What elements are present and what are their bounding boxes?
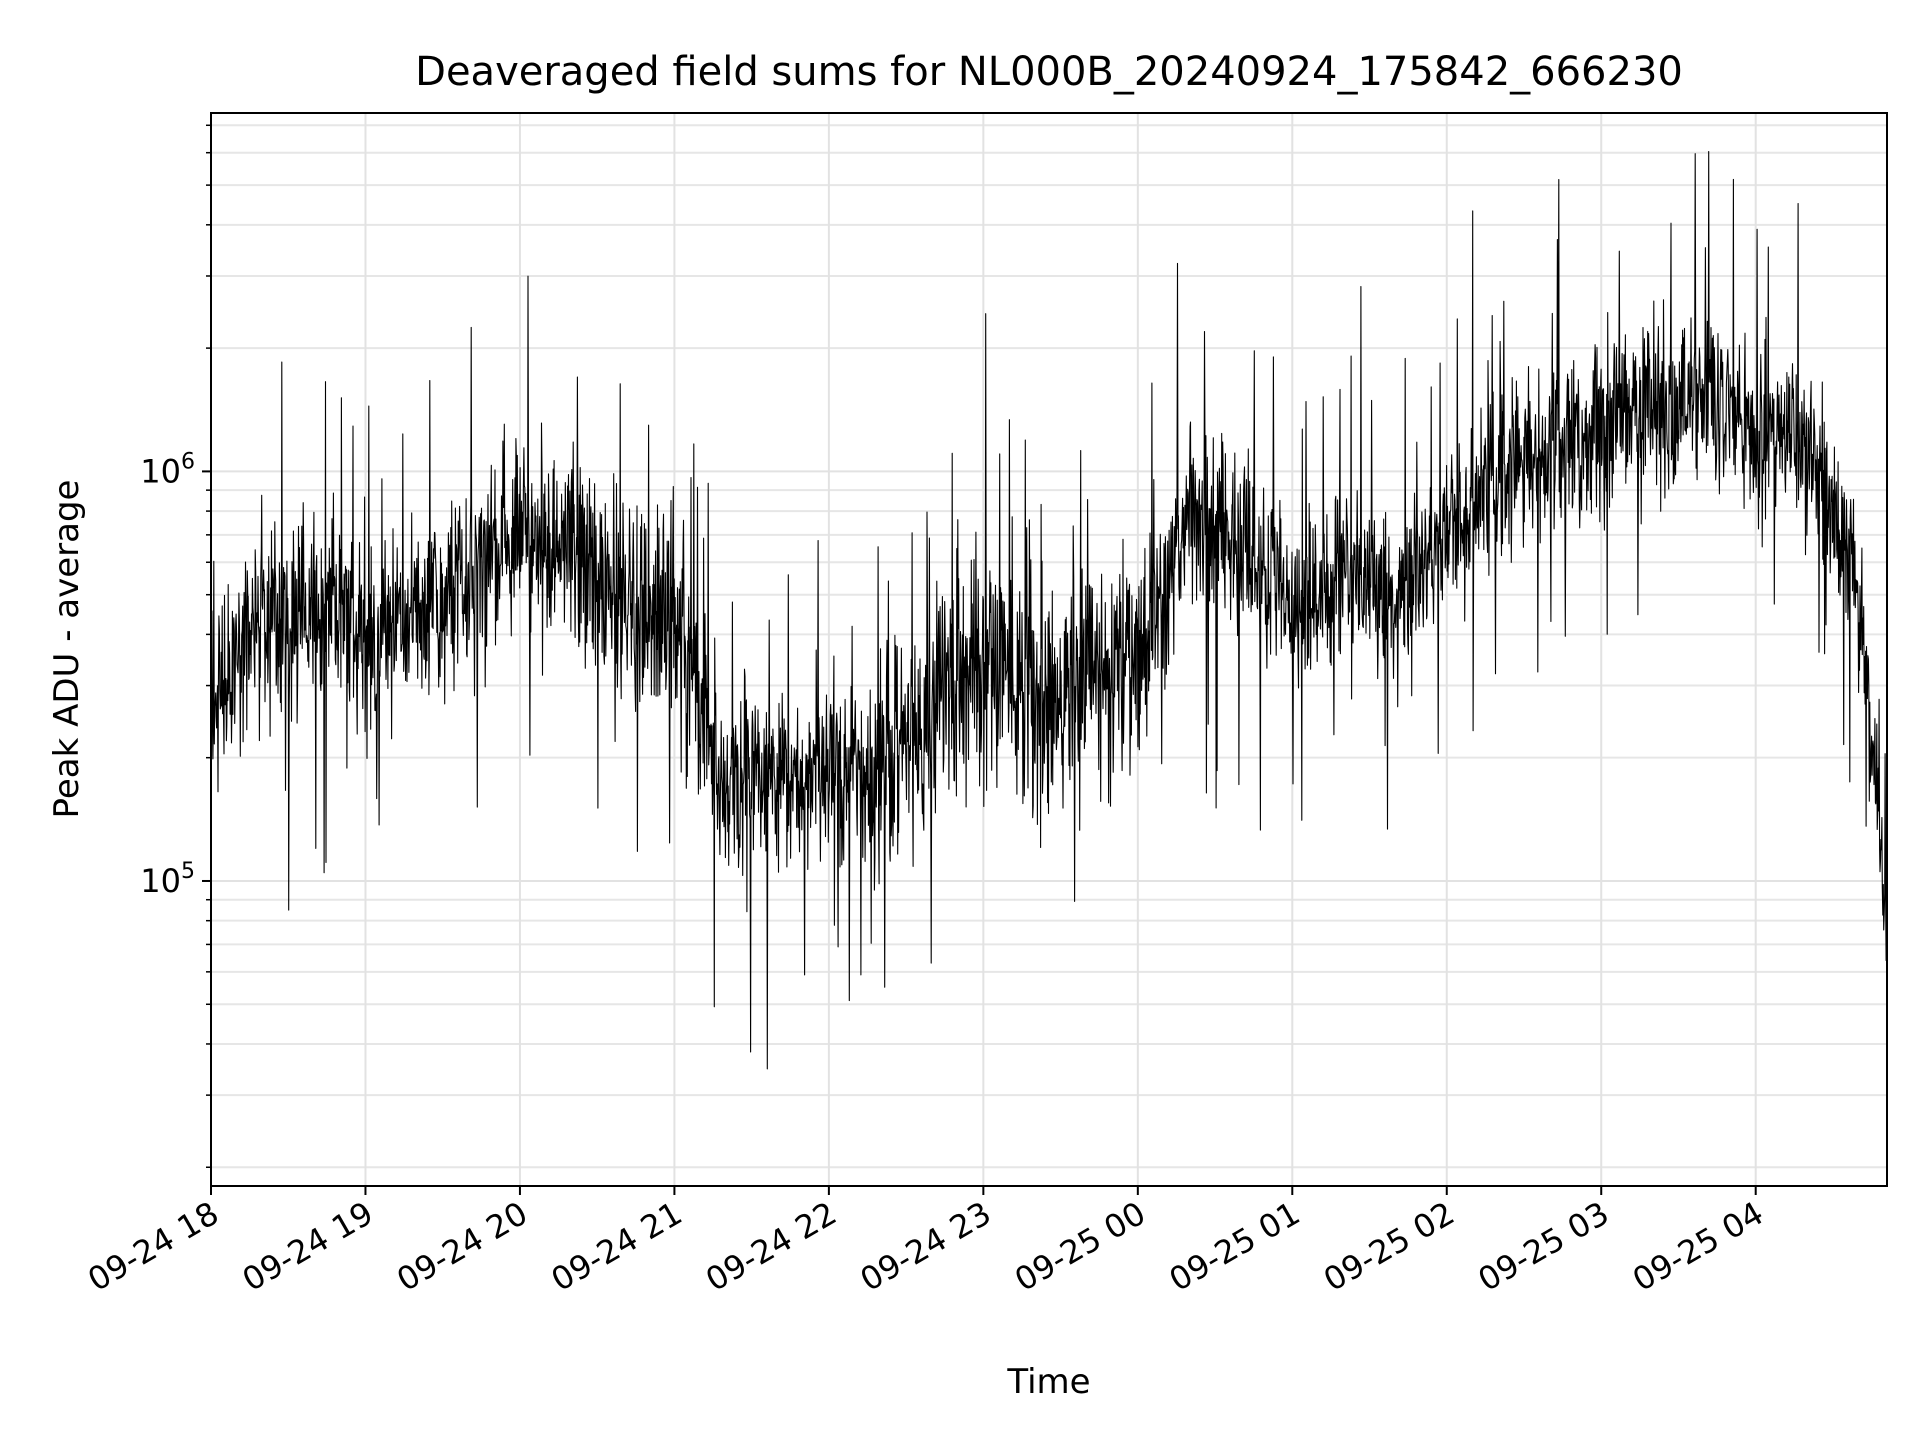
chart-title: Deaveraged field sums for NL000B_2024092… [415,49,1683,95]
y-axis-label: Peak ADU - average [47,480,87,819]
data-area [210,150,1888,1070]
plot-frame [210,112,1888,1187]
y-tick-label: 105 [140,859,195,900]
x-axis-label: Time [1006,1362,1090,1402]
y-tick-label: 106 [140,449,195,490]
series-line [210,150,1888,1070]
